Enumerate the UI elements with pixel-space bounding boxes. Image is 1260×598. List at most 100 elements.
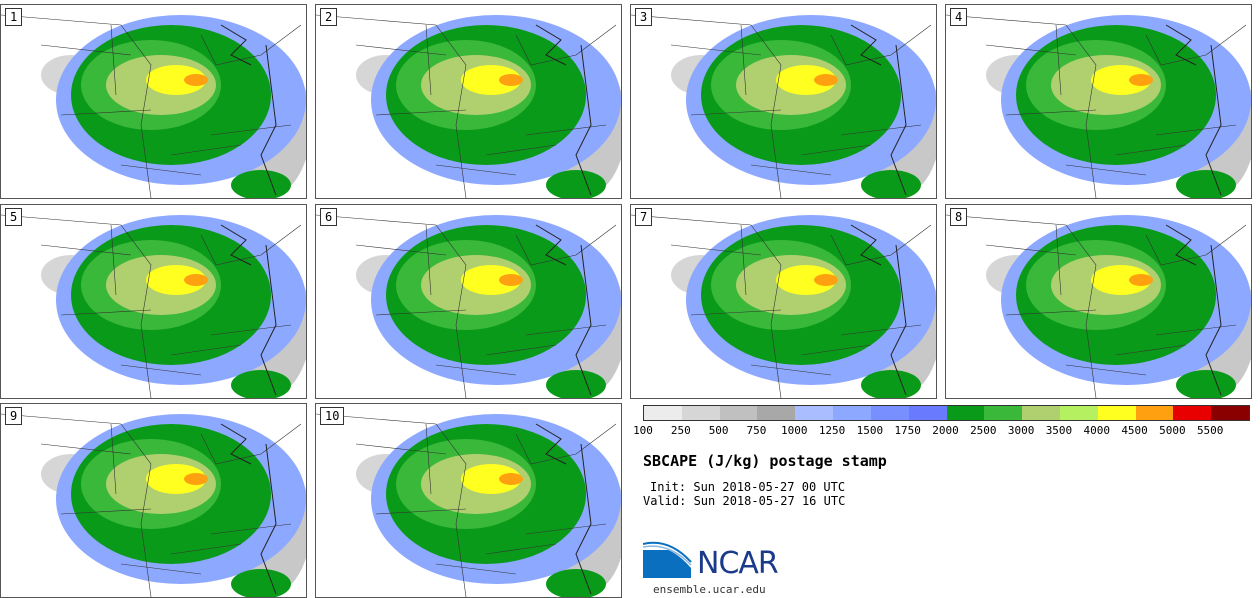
boundary-lines xyxy=(316,413,617,597)
colorbar-tick-label: 100 xyxy=(633,424,653,437)
valid-time: Valid: Sun 2018-05-27 16 UTC xyxy=(643,494,846,508)
colorbar-swatch xyxy=(1135,406,1174,420)
ensemble-url[interactable]: ensemble.ucar.edu xyxy=(653,583,766,596)
boundary-lines xyxy=(946,14,1247,198)
cape-field-region xyxy=(546,370,606,398)
colorbar-tick-label: 5000 xyxy=(1159,424,1186,437)
cape-field-region xyxy=(499,74,523,86)
ensemble-member-panel: 1 xyxy=(0,4,307,199)
cape-field-region xyxy=(776,265,836,295)
colorbar-swatch xyxy=(1022,406,1060,420)
cape-map xyxy=(946,14,1251,198)
boundary-lines xyxy=(631,214,932,398)
colorbar-tick-label: 5500 xyxy=(1196,424,1224,437)
colorbar-tick-label: 1750 xyxy=(894,424,921,437)
colorbar xyxy=(643,405,1250,421)
cape-field-region xyxy=(231,569,291,597)
colorbar-swatch xyxy=(795,406,834,420)
colorbar-tick-label: 750 xyxy=(746,424,767,437)
ncar-wordmark: NCAR xyxy=(697,546,779,581)
boundary-lines xyxy=(946,214,1247,398)
boundary-lines xyxy=(1165,24,1222,196)
cape-field-region xyxy=(814,74,838,86)
cape-field-region xyxy=(146,464,206,494)
cape-field-region xyxy=(231,170,291,198)
cape-field-region xyxy=(546,569,606,597)
colorbar-swatch xyxy=(719,406,758,420)
member-number: 8 xyxy=(950,208,968,226)
cape-field-region xyxy=(1176,370,1236,398)
colorbar-tick-label: 4000 xyxy=(1083,424,1111,437)
member-number: 7 xyxy=(635,208,653,226)
ensemble-member-panel: 4 xyxy=(945,4,1252,199)
colorbar-swatch xyxy=(1173,406,1212,420)
boundary-lines xyxy=(850,224,907,396)
cape-map xyxy=(1,214,306,398)
cape-field-region xyxy=(1091,65,1151,95)
ensemble-member-panel: 2 xyxy=(315,4,622,199)
colorbar-tick-label: 2500 xyxy=(970,424,997,437)
cape-field-region xyxy=(1129,74,1153,86)
colorbar-swatch xyxy=(870,406,909,420)
boundary-lines xyxy=(850,24,907,196)
boundary-lines xyxy=(220,224,277,396)
colorbar-swatch xyxy=(681,406,720,420)
member-number: 1 xyxy=(5,8,23,26)
cape-field-region xyxy=(546,170,606,198)
cape-map xyxy=(1,413,306,597)
cape-map xyxy=(1,14,306,198)
boundary-lines xyxy=(220,24,277,196)
cape-field-region xyxy=(1091,265,1151,295)
cape-map xyxy=(316,413,621,597)
cape-field-region xyxy=(814,274,838,286)
cape-field-region xyxy=(461,265,521,295)
boundary-lines xyxy=(535,24,592,196)
boundary-lines xyxy=(316,214,617,398)
member-number: 2 xyxy=(320,8,338,26)
colorbar-tick-label: 1250 xyxy=(818,424,846,437)
cape-field-region xyxy=(776,65,836,95)
member-number: 9 xyxy=(5,407,23,425)
cape-map xyxy=(946,214,1251,398)
colorbar-tick-label: 1500 xyxy=(856,424,884,437)
cape-field-region xyxy=(861,170,921,198)
colorbar-tick-label: 2000 xyxy=(932,424,959,437)
figure-title: SBCAPE (J/kg) postage stamp xyxy=(643,452,887,470)
cape-field-region xyxy=(184,274,208,286)
cape-field-region xyxy=(146,65,206,95)
member-number: 4 xyxy=(950,8,968,26)
cape-field-region xyxy=(461,464,521,494)
colorbar-swatch xyxy=(833,406,871,420)
ensemble-member-panel: 7 xyxy=(630,204,937,399)
cape-field-region xyxy=(499,473,523,485)
member-number: 6 xyxy=(320,208,338,226)
boundary-lines xyxy=(535,423,592,595)
cape-map xyxy=(316,214,621,398)
colorbar-swatch xyxy=(1059,406,1098,420)
cape-field-region xyxy=(231,370,291,398)
ncar-logo xyxy=(642,540,693,584)
cape-field-region xyxy=(499,274,523,286)
init-time: Init: Sun 2018-05-27 00 UTC xyxy=(650,480,846,494)
cape-field-region xyxy=(184,473,208,485)
boundary-lines xyxy=(1165,224,1222,396)
colorbar-tick-label: 250 xyxy=(670,424,691,437)
colorbar-tick-label: 3500 xyxy=(1045,424,1073,437)
colorbar-swatch xyxy=(757,406,796,420)
ensemble-member-panel: 3 xyxy=(630,4,937,199)
boundary-lines xyxy=(220,423,277,595)
cape-map xyxy=(316,14,621,198)
colorbar-swatch xyxy=(946,406,985,420)
ensemble-member-panel: 9 xyxy=(0,403,307,598)
boundary-lines xyxy=(1,214,302,398)
colorbar-swatch xyxy=(1097,406,1136,420)
ensemble-member-panel: 8 xyxy=(945,204,1252,399)
member-number: 5 xyxy=(5,208,23,226)
boundary-lines xyxy=(1,14,302,198)
colorbar-tick-label: 1000 xyxy=(781,424,808,437)
cape-field-region xyxy=(1176,170,1236,198)
colorbar-swatch xyxy=(908,406,947,420)
ensemble-member-panel: 5 xyxy=(0,204,307,399)
cape-field-region xyxy=(461,65,521,95)
colorbar-swatch xyxy=(1211,406,1249,420)
